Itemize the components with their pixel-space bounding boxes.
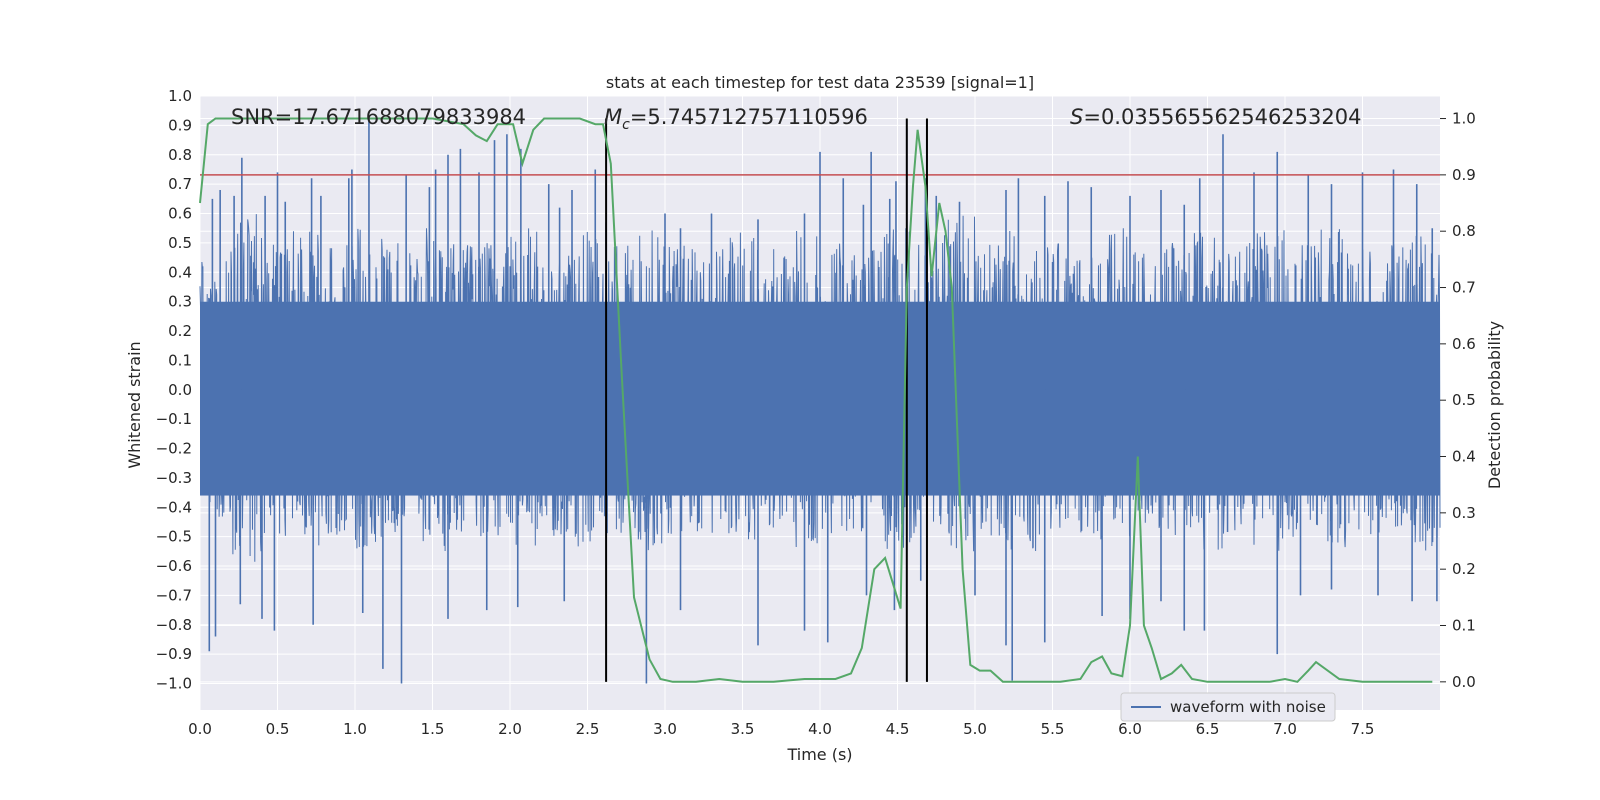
- x-tick-label-10: 5.0: [963, 720, 987, 738]
- y-left-tick-label-11: −0.1: [156, 410, 192, 428]
- chirp-mass-annotation: Mc=5.745712757110596: [604, 105, 868, 133]
- legend-box: [1120, 692, 1336, 722]
- x-tick-label-8: 4.0: [808, 720, 832, 738]
- y-left-tick-label-10: 0.0: [168, 381, 192, 399]
- y-left-tick-label-19: −0.9: [156, 645, 192, 663]
- snr-annotation: SNR=17.671688079833984: [231, 105, 526, 129]
- s-annotation: S=0.035565562546253204: [1070, 105, 1361, 129]
- y-right-axis-label: Detection probability: [1485, 321, 1504, 489]
- y-right-tick-label-10: 0.0: [1452, 673, 1476, 691]
- y-left-tick-label-4: 0.6: [168, 205, 192, 223]
- x-tick-label-14: 7.0: [1273, 720, 1297, 738]
- y-left-tick-label-1: 0.9: [168, 116, 192, 134]
- y-right-tick-label-5: 0.5: [1452, 391, 1476, 409]
- y-left-tick-label-14: −0.4: [156, 498, 192, 516]
- x-tick-label-12: 6.0: [1118, 720, 1142, 738]
- y-right-tick-label-3: 0.7: [1452, 279, 1476, 297]
- y-right-tick-label-7: 0.3: [1452, 504, 1476, 522]
- waveform-series: [199, 119, 1441, 684]
- detection-probability-series: [199, 117, 1433, 683]
- x-tick-label-0: 0.0: [188, 720, 212, 738]
- chart-title: stats at each timestep for test data 235…: [606, 73, 1034, 92]
- y-right-tick-label-4: 0.6: [1452, 335, 1476, 353]
- y-right-tick-label-0: 1.0: [1452, 110, 1476, 128]
- y-left-tick-label-2: 0.8: [168, 146, 192, 164]
- chirp-mass-value: =5.745712757110596: [630, 105, 868, 129]
- x-tick-label-15: 7.5: [1351, 720, 1375, 738]
- x-tick-label-7: 3.5: [731, 720, 755, 738]
- y-right-axis-ticks: 1.0 0.9 0.8 0.7 0.6 0.5 0.4 0.3 0.2 0.1 0.0: [1440, 110, 1476, 691]
- y-right-tick-label-9: 0.1: [1452, 617, 1476, 635]
- x-tick-label-9: 4.5: [886, 720, 910, 738]
- y-right-tick-label-1: 0.9: [1452, 166, 1476, 184]
- y-right-tick-label-2: 0.8: [1452, 222, 1476, 240]
- y-left-tick-label-15: −0.5: [156, 528, 192, 546]
- x-axis-ticks: 0.0 0.5 1.0 1.5 2.0 2.5 3.0 3.5 4.0 4.5 5.0 5.5 6.0 6…: [188, 720, 1374, 738]
- x-tick-label-3: 1.5: [421, 720, 445, 738]
- x-tick-label-13: 6.5: [1196, 720, 1220, 738]
- y-left-axis-ticks: 1.0 0.9 0.8 0.7 0.6 0.5 0.4 0.3 0.2 0.1 0.0 −0.1 −0.…: [156, 87, 192, 693]
- y-right-tick-label-6: 0.4: [1452, 448, 1476, 466]
- x-tick-label-5: 2.5: [576, 720, 600, 738]
- y-left-tick-label-5: 0.5: [168, 234, 192, 252]
- y-left-tick-label-7: 0.3: [168, 293, 192, 311]
- chirp-mass-subscript: c: [622, 117, 630, 133]
- y-left-tick-label-13: −0.3: [156, 469, 192, 487]
- x-tick-label-11: 5.5: [1041, 720, 1065, 738]
- y-left-tick-label-8: 0.2: [168, 322, 192, 340]
- legend-label: waveform with noise: [1170, 698, 1326, 716]
- y-left-tick-label-18: −0.8: [156, 616, 192, 634]
- y-left-tick-label-0: 1.0: [168, 87, 192, 105]
- legend: waveform with noise: [1120, 692, 1336, 722]
- x-axis-label: Time (s): [786, 745, 852, 764]
- y-left-tick-label-17: −0.7: [156, 586, 192, 604]
- y-left-tick-label-12: −0.2: [156, 440, 192, 458]
- x-tick-label-4: 2.0: [498, 720, 522, 738]
- y-left-tick-label-20: −1.0: [156, 675, 192, 693]
- x-tick-label-6: 3.0: [653, 720, 677, 738]
- x-tick-label-1: 0.5: [266, 720, 290, 738]
- y-left-tick-label-16: −0.6: [156, 557, 192, 575]
- chirp-mass-symbol: M: [604, 105, 622, 129]
- s-value: =0.035565562546253204: [1083, 105, 1361, 129]
- y-left-axis-label: Whitened strain: [125, 341, 144, 468]
- y-left-tick-label-9: 0.1: [168, 351, 192, 369]
- s-symbol: S: [1070, 105, 1083, 129]
- y-left-tick-label-3: 0.7: [168, 175, 192, 193]
- detection-probability-line: [199, 117, 1433, 683]
- y-left-tick-label-6: 0.4: [168, 263, 192, 281]
- y-right-tick-label-8: 0.2: [1452, 560, 1476, 578]
- x-tick-label-2: 1.0: [343, 720, 367, 738]
